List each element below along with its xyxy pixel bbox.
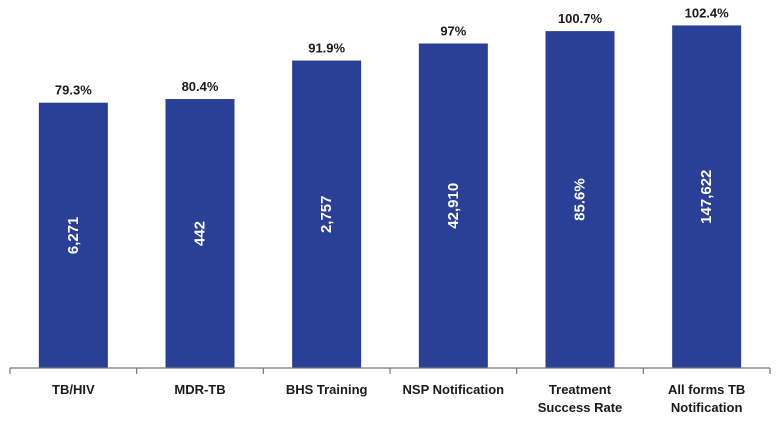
- bar-treatment-success-rate: [545, 31, 615, 368]
- category-label-tb-hiv: TB/HIV: [52, 382, 95, 397]
- category-label-treatment-success-rate-line-1: Treatment: [549, 382, 612, 397]
- bar-all-forms-tb-notification: [672, 25, 742, 369]
- bar-bhs-training: [292, 60, 362, 368]
- x-axis-ticks: [9, 368, 771, 374]
- value-label-all-forms-tb-notification: 102.4%: [685, 5, 730, 20]
- category-label-treatment-success-rate-line-2: Success Rate: [538, 400, 623, 415]
- bar-inner-label-tb-hiv: 6,271: [65, 217, 82, 255]
- category-label-all-forms-tb-notification-line-2: Notification: [671, 400, 743, 415]
- value-label-treatment-success-rate: 100.7%: [558, 11, 603, 26]
- category-label-nsp-notification: NSP Notification: [403, 382, 505, 397]
- value-label-tb-hiv: 79.3%: [55, 83, 92, 98]
- bar-inner-label-bhs-training: 2,757: [318, 196, 335, 234]
- category-label-bhs-training: BHS Training: [286, 382, 368, 397]
- labels-group: 79.3% 6,271 TB/HIV 80.4% 442 MDR-TB 91.9% 2,757…: [52, 5, 745, 415]
- bar-inner-label-mdr-tb: 442: [192, 221, 209, 246]
- value-label-nsp-notification: 97%: [440, 23, 466, 38]
- bar-inner-label-treatment-success-rate: 85.6%: [572, 178, 589, 221]
- category-label-mdr-tb: MDR-TB: [174, 382, 225, 397]
- bar-inner-label-all-forms-tb-notification: 147,622: [698, 170, 715, 224]
- bars-group: [38, 25, 742, 369]
- value-label-bhs-training: 91.9%: [308, 41, 345, 56]
- bar-tb-hiv: [38, 102, 108, 369]
- category-label-all-forms-tb-notification-line-1: All forms TB: [668, 382, 745, 397]
- bar-mdr-tb: [165, 99, 235, 368]
- bar-inner-label-nsp-notification: 42,910: [445, 183, 462, 229]
- value-label-mdr-tb: 80.4%: [182, 79, 219, 94]
- bar-nsp-notification: [418, 43, 488, 369]
